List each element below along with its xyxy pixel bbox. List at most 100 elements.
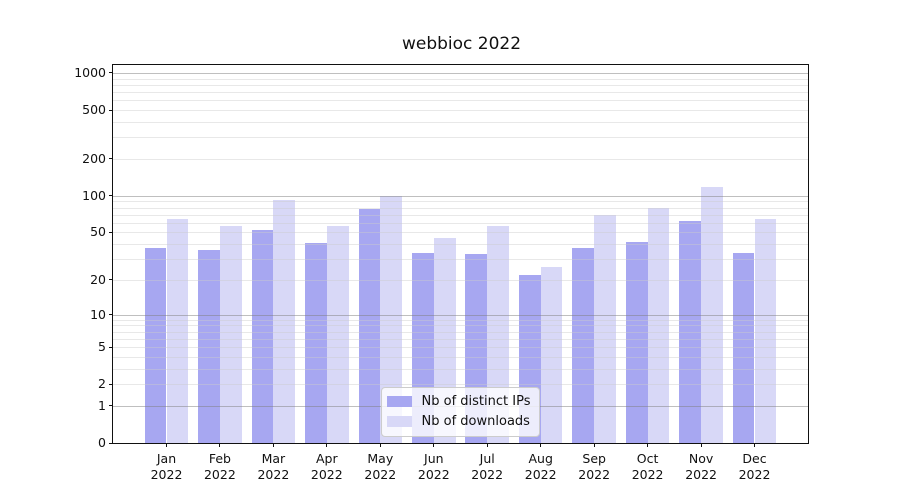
x-tick-mark [166,443,167,447]
x-tick-label-apr: Apr 2022 [297,451,357,482]
minor-gridline [113,331,808,333]
x-tick-month: Jan [156,451,177,466]
major-gridline [113,195,808,197]
legend: Nb of distinct IPs Nb of downloads [380,387,541,437]
x-tick-label-oct: Oct 2022 [618,451,678,482]
x-tick-label-nov: Nov 2022 [671,451,731,482]
y-tick-mark [109,346,113,348]
x-tick-month: Mar [261,451,286,466]
minor-gridline [113,201,808,203]
legend-label-downloads: Nb of downloads [421,414,530,429]
minor-gridline [113,158,808,160]
major-gridline [113,314,808,316]
y-tick-label: 1000 [74,64,106,80]
x-tick-mark [647,443,649,447]
y-tick-label: 0 [98,435,106,450]
x-tick-year: 2022 [417,466,450,482]
minor-gridline [113,368,808,370]
y-tick-label: 100 [82,187,106,203]
x-tick-mark [379,443,381,447]
bar-may-downloads [380,195,403,443]
x-tick-label-jul: Jul 2022 [457,451,517,482]
bar-may-ips [358,209,381,443]
bar-nov-ips [679,221,702,443]
bar-oct-ips [625,241,648,443]
x-tick-mark [593,443,595,447]
x-tick-month: Oct [636,451,659,466]
legend-label-distinct-ips: Nb of distinct IPs [421,394,531,409]
x-tick-month: Apr [315,451,338,466]
x-tick-month: Aug [528,451,553,466]
x-tick-year: 2022 [203,466,236,482]
x-tick-mark [700,443,702,447]
x-tick-month: May [367,451,394,466]
y-tick-mark [109,405,113,407]
y-tick-label: 2 [98,376,106,392]
x-tick-label-aug: Aug 2022 [511,451,571,482]
y-tick-label: 5 [98,339,106,354]
legend-swatch-distinct-ips-icon [386,396,412,407]
minor-gridline [113,121,808,123]
y-tick-mark [109,109,113,111]
x-tick-label-dec: Dec 2022 [725,451,785,482]
x-tick-month: Jun [424,451,444,466]
y-tick-label: 10 [90,306,106,322]
x-tick-year: 2022 [578,466,611,482]
x-tick-month: Nov [688,451,714,466]
minor-gridline [113,347,808,348]
x-tick-month: Dec [742,451,767,466]
legend-swatch-downloads-icon [386,416,412,427]
bar-aug-downloads [540,266,563,443]
y-tick-label: 1 [98,397,106,413]
y-tick-mark [109,158,113,160]
x-tick-year: 2022 [738,466,771,482]
y-tick-mark [109,279,113,281]
minor-gridline [113,110,808,111]
bar-jan-ips [144,248,167,443]
x-tick-month: Feb [208,451,231,466]
bar-mar-ips [251,230,274,443]
minor-gridline [113,384,808,386]
y-tick-mark [109,231,113,233]
minor-gridline [113,259,808,261]
bar-feb-ips [198,249,220,443]
y-tick-mark [109,195,113,197]
minor-gridline [113,207,808,209]
x-tick-year: 2022 [257,466,290,482]
x-tick-label-mar: Mar 2022 [243,451,303,482]
minor-gridline [113,232,808,234]
minor-gridline [113,137,808,139]
bar-apr-downloads [326,225,349,443]
y-tick-mark [109,383,113,385]
bar-feb-downloads [219,226,242,443]
x-tick-mark [326,443,328,447]
y-tick-label: 20 [90,271,106,287]
minor-gridline [113,100,808,102]
minor-gridline [113,319,808,321]
bar-sep-downloads [594,214,616,443]
x-tick-year: 2022 [685,466,717,482]
x-tick-label-jan: Jan 2022 [137,451,197,482]
x-tick-year: 2022 [310,466,343,482]
x-tick-year: 2022 [364,466,397,482]
minor-gridline [113,244,808,246]
x-tick-year: 2022 [150,466,183,482]
y-tick-label: 500 [82,102,106,117]
bar-dec-ips [732,252,755,443]
x-tick-label-feb: Feb 2022 [190,451,250,482]
x-tick-year: 2022 [631,466,664,482]
major-gridline [113,72,808,74]
x-tick-label-may: May 2022 [350,451,410,482]
minor-gridline [113,92,808,93]
x-tick-label-sep: Sep 2022 [564,451,624,482]
y-tick-label: 50 [90,224,106,240]
y-tick-mark [109,442,113,444]
x-tick-mark [486,443,488,447]
x-tick-month: Jul [479,451,495,466]
minor-gridline [113,222,808,224]
x-tick-mark [272,443,274,447]
bar-oct-downloads [647,207,670,443]
minor-gridline [113,356,808,358]
minor-gridline [113,78,808,80]
